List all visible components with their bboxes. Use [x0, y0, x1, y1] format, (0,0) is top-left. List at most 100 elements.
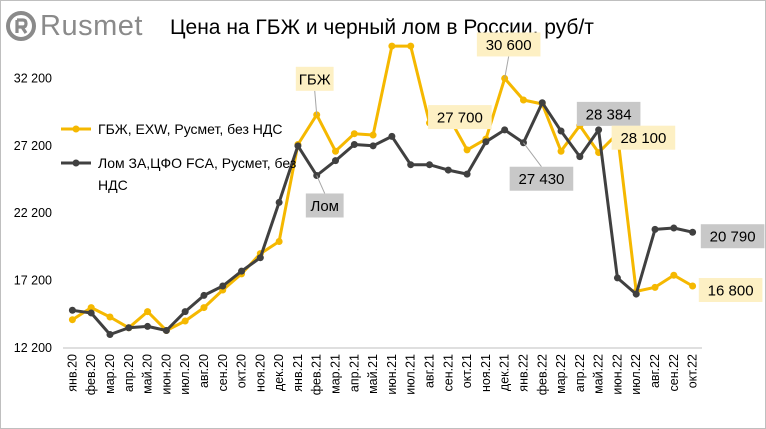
series-point-0: [106, 313, 114, 321]
y-tick-label: 32 200: [14, 71, 52, 85]
x-tick-label: авг.22: [648, 354, 662, 388]
series-point-1: [144, 322, 152, 330]
rusmet-logo: Rusmet: [6, 8, 143, 44]
x-tick-label: фев.21: [310, 354, 324, 395]
series-point-0: [332, 147, 340, 155]
series-point-0: [407, 42, 415, 50]
callout-box: [611, 125, 676, 150]
callout-box: [428, 105, 492, 130]
callout-label: 28 384: [586, 106, 632, 123]
series-point-1: [68, 306, 76, 314]
x-tick-label: авг.20: [197, 354, 211, 388]
x-tick-label: май.20: [141, 354, 155, 394]
x-tick-label: окт.22: [686, 354, 700, 388]
x-tick-label: авг.21: [422, 354, 436, 388]
x-tick-label: фев.20: [84, 354, 98, 395]
x-tick-label: янв.21: [291, 354, 305, 392]
series-point-1: [557, 127, 565, 135]
x-tick-label: фев.22: [535, 354, 549, 395]
x-tick-label: дек.21: [498, 354, 512, 391]
rusmet-logo-text: Rusmet: [40, 9, 143, 42]
series-point-1: [162, 326, 170, 334]
x-tick-label: ноя.21: [479, 354, 493, 392]
x-tick-label: сен.20: [216, 354, 230, 392]
series-point-0: [369, 131, 377, 139]
series-point-1: [256, 254, 264, 262]
callout-box: [698, 278, 763, 302]
series-point-1: [689, 228, 697, 236]
x-tick-label: июл.22: [629, 354, 643, 395]
series-point-1: [576, 153, 584, 161]
series-point-1: [613, 274, 621, 282]
series-point-1: [350, 140, 358, 148]
series-point-1: [388, 132, 396, 140]
series-point-0: [463, 146, 471, 154]
callout-label: Лом: [310, 198, 339, 215]
x-tick-label: апр.22: [573, 354, 587, 392]
x-tick-label: апр.21: [347, 354, 361, 392]
series-point-1: [651, 225, 659, 233]
series-point-1: [407, 161, 415, 169]
callout-label: 30 600: [486, 37, 532, 54]
series-point-1: [444, 166, 452, 174]
series-point-0: [557, 147, 565, 155]
y-tick-label: 17 200: [14, 274, 52, 288]
chart-legend: ГБЖ, EXW, Русмет, без НДС Лом ЗА,ЦФО FCA…: [60, 118, 310, 208]
series-point-1: [538, 99, 546, 107]
series-point-1: [275, 198, 283, 206]
series-point-1: [219, 282, 227, 290]
series-point-1: [332, 157, 340, 165]
x-tick-label: мар.21: [329, 354, 343, 394]
series-point-0: [350, 130, 358, 138]
y-tick-label: 22 200: [14, 206, 52, 220]
rusmet-logo-icon: [6, 11, 36, 41]
callout-label: 28 100: [620, 130, 666, 147]
series-point-1: [425, 161, 433, 169]
callout-box: [476, 32, 541, 57]
series-point-0: [689, 282, 697, 290]
callout-box: [509, 166, 574, 191]
series-point-0: [200, 304, 208, 312]
callout-label: 16 800: [708, 283, 754, 300]
x-tick-label: сен.21: [441, 354, 455, 392]
x-tick-label: ноя.20: [253, 354, 267, 392]
x-tick-label: май.21: [366, 354, 380, 394]
x-tick-label: июл.21: [404, 354, 418, 395]
x-tick-label: июн.22: [610, 354, 624, 395]
callout-leader: [523, 142, 542, 168]
callout-label: ГБЖ: [299, 71, 331, 88]
x-tick-label: янв.22: [516, 354, 530, 392]
series-point-1: [501, 126, 509, 134]
x-tick-label: янв.20: [65, 354, 79, 392]
legend-label-scrap: Лом ЗА,ЦФО FCA, Русмет, без НДС: [98, 155, 297, 193]
series-line-0: [70, 44, 695, 332]
series-point-0: [144, 308, 152, 316]
x-tick-label: сен.22: [667, 354, 681, 392]
legend-item-scrap: Лом ЗА,ЦФО FCA, Русмет, без НДС: [60, 152, 310, 196]
series-point-1: [125, 324, 133, 332]
series-point-1: [595, 126, 603, 134]
series-point-1: [369, 142, 377, 150]
series-point-1: [670, 224, 678, 232]
x-tick-label: май.22: [592, 354, 606, 394]
x-tick-label: окт.20: [235, 354, 249, 388]
x-tick-label: окт.21: [460, 354, 474, 388]
callout-label: 27 700: [437, 110, 483, 127]
series-point-0: [670, 271, 678, 279]
callout-label: 20 790: [710, 229, 756, 246]
x-tick-label: июн.20: [159, 354, 173, 395]
series-point-1: [87, 309, 95, 317]
x-tick-label: июл.20: [178, 354, 192, 395]
x-tick-label: июн.21: [385, 354, 399, 395]
series-point-1: [632, 290, 640, 298]
series-point-0: [87, 304, 95, 312]
legend-label-gbzh: ГБЖ, EXW, Русмет, без НДС: [98, 121, 283, 137]
series-point-0: [181, 317, 189, 325]
series-point-1: [106, 331, 114, 339]
callout-leader: [316, 175, 326, 194]
series-point-1: [200, 291, 208, 299]
callout-box: [700, 224, 765, 249]
series-point-1: [294, 142, 302, 150]
series-point-1: [482, 138, 490, 146]
